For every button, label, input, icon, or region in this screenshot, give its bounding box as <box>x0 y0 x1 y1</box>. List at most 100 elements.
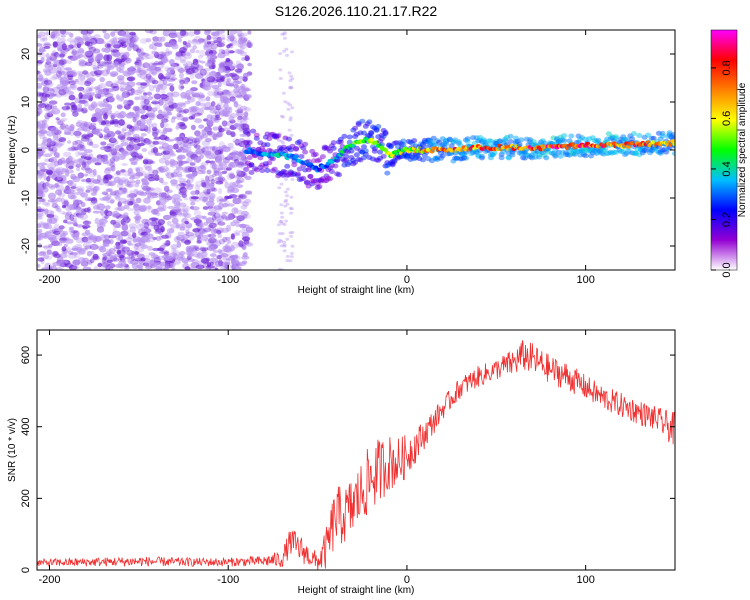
spectrogram-noise-blob <box>178 113 184 118</box>
spectrogram-noise-blob <box>61 107 71 112</box>
spectrogram-ridge-halo <box>541 140 548 146</box>
spectrogram-noise-blob <box>290 244 295 248</box>
spectrogram-noise-blob <box>51 108 61 115</box>
spectrogram-noise-blob <box>290 178 295 181</box>
spectrogram-noise-blob <box>224 110 230 118</box>
spectrogram-noise-blob <box>132 133 140 138</box>
spectrogram-noise-blob <box>55 70 62 78</box>
spectrogram-noise-blob <box>72 233 80 241</box>
spectrogram-noise-blob <box>80 178 87 183</box>
spectrogram-noise-blob <box>173 249 179 254</box>
spectrogram-ridge-halo <box>375 124 382 129</box>
spectrogram-noise-blob <box>214 149 222 155</box>
spectrogram-noise-blob <box>78 99 87 105</box>
spectrogram-noise-blob <box>116 246 126 251</box>
spectrogram-noise-blob <box>42 187 49 193</box>
spectrogram-noise-blob <box>133 208 140 216</box>
spectrogram-noise-blob <box>69 214 75 222</box>
spectrogram-ridge-halo <box>319 154 326 160</box>
spectrogram-noise-blob <box>233 140 242 144</box>
spectrogram-noise-blob <box>279 244 284 248</box>
spectrogram-noise-blob <box>134 109 141 114</box>
spectrogram-noise-blob <box>216 42 225 48</box>
spectrogram-noise-blob <box>182 63 189 67</box>
spectrogram-noise-blob <box>244 57 251 61</box>
spectrogram-noise-blob <box>288 259 293 263</box>
spectrogram-noise-blob <box>166 138 175 142</box>
spectrogram-noise-blob <box>174 258 181 265</box>
spectrogram-noise-blob <box>148 75 153 82</box>
spectrogram-noise-blob <box>161 118 169 123</box>
spectrogram-noise-blob <box>105 68 111 75</box>
spectrogram-noise-blob <box>235 80 242 84</box>
spectrogram-noise-blob <box>81 133 89 138</box>
spectrogram-ridge-halo <box>557 153 564 159</box>
spectrogram-noise-blob <box>146 139 151 146</box>
spectrogram-noise-blob <box>133 188 139 195</box>
spectrogram-noise-blob <box>49 54 58 61</box>
spectrogram-ridge-halo <box>250 128 257 134</box>
spectrogram-noise-blob <box>201 85 209 90</box>
spectrogram-noise-blob <box>165 72 171 79</box>
spectrogram-noise-blob <box>216 230 221 236</box>
spectrogram-noise-blob <box>203 191 211 195</box>
spectrogram-noise-blob <box>87 38 95 43</box>
spectrogram-noise-blob <box>213 92 223 99</box>
spectrogram-noise-blob <box>114 51 121 56</box>
spectrogram-noise-blob <box>159 95 167 99</box>
spectrogram-noise-blob <box>113 30 119 34</box>
spectrogram-noise-blob <box>66 59 72 65</box>
spectrogram-noise-blob <box>58 53 66 58</box>
spectrogram-noise-blob <box>134 243 142 247</box>
spectrogram-noise-blob <box>176 136 184 141</box>
spectrogram-noise-blob <box>242 195 248 200</box>
spectrogram-noise-blob <box>43 235 49 239</box>
spectrogram-noise-blob <box>195 49 200 54</box>
spectrogram-noise-blob <box>37 77 46 82</box>
spectrogram-noise-blob <box>290 50 294 54</box>
spectrogram-noise-blob <box>48 34 57 39</box>
spectrogram-noise-blob <box>41 201 51 206</box>
spectrogram-noise-blob <box>227 33 235 39</box>
spectrogram-ridge-halo <box>462 155 469 161</box>
spectrogram-noise-blob <box>191 114 196 120</box>
spectrogram-noise-blob <box>97 223 106 229</box>
spectrogram-noise-blob <box>160 165 169 173</box>
spectrogram-noise-blob <box>135 69 144 76</box>
spectrogram-noise-blob <box>186 179 191 184</box>
spectrogram-ridge-halo <box>264 142 271 148</box>
spectrogram-ridge-halo <box>516 141 523 147</box>
spectrogram-noise-blob <box>133 114 140 121</box>
spectrogram-noise-blob <box>120 58 126 63</box>
spectrogram-noise-blob <box>84 245 92 250</box>
spectrogram-noise-blob <box>284 219 289 223</box>
spectrogram-noise-blob <box>192 106 200 111</box>
spectrogram-noise-blob <box>169 158 176 164</box>
spectrogram-noise-blob <box>49 156 58 164</box>
spectrogram-noise-blob <box>47 92 54 99</box>
spectrogram-noise-blob <box>49 236 58 243</box>
spectrogram-noise-blob <box>233 100 238 104</box>
spectrogram-noise-blob <box>101 262 110 268</box>
spectrogram-noise-blob <box>222 236 228 243</box>
spectrogram-noise-blob <box>104 61 112 65</box>
spectrogram-noise-blob <box>81 191 86 198</box>
spectrogram-noise-blob <box>289 211 294 215</box>
spectrogram-noise-blob <box>149 30 157 35</box>
spectrogram-noise-blob <box>141 148 148 152</box>
spectrogram-noise-blob <box>224 107 231 111</box>
spectrogram-noise-blob <box>199 191 208 198</box>
spectrogram-noise-blob <box>79 144 85 149</box>
spectrogram-noise-blob <box>193 245 199 250</box>
spectrogram-noise-blob <box>143 232 151 238</box>
spectrogram-noise-blob <box>133 203 140 209</box>
spectrogram-noise-blob <box>133 123 141 129</box>
spectrogram-noise-blob <box>42 37 48 42</box>
spectrogram-noise-blob <box>122 200 130 204</box>
spectrogram-noise-blob <box>90 192 97 196</box>
spectrogram-noise-blob <box>39 38 46 43</box>
spectrogram-noise-blob <box>215 240 222 247</box>
spectrogram-noise-blob <box>126 112 135 118</box>
spectrogram-noise-blob <box>37 186 44 191</box>
spectrogram-noise-blob <box>88 46 97 53</box>
